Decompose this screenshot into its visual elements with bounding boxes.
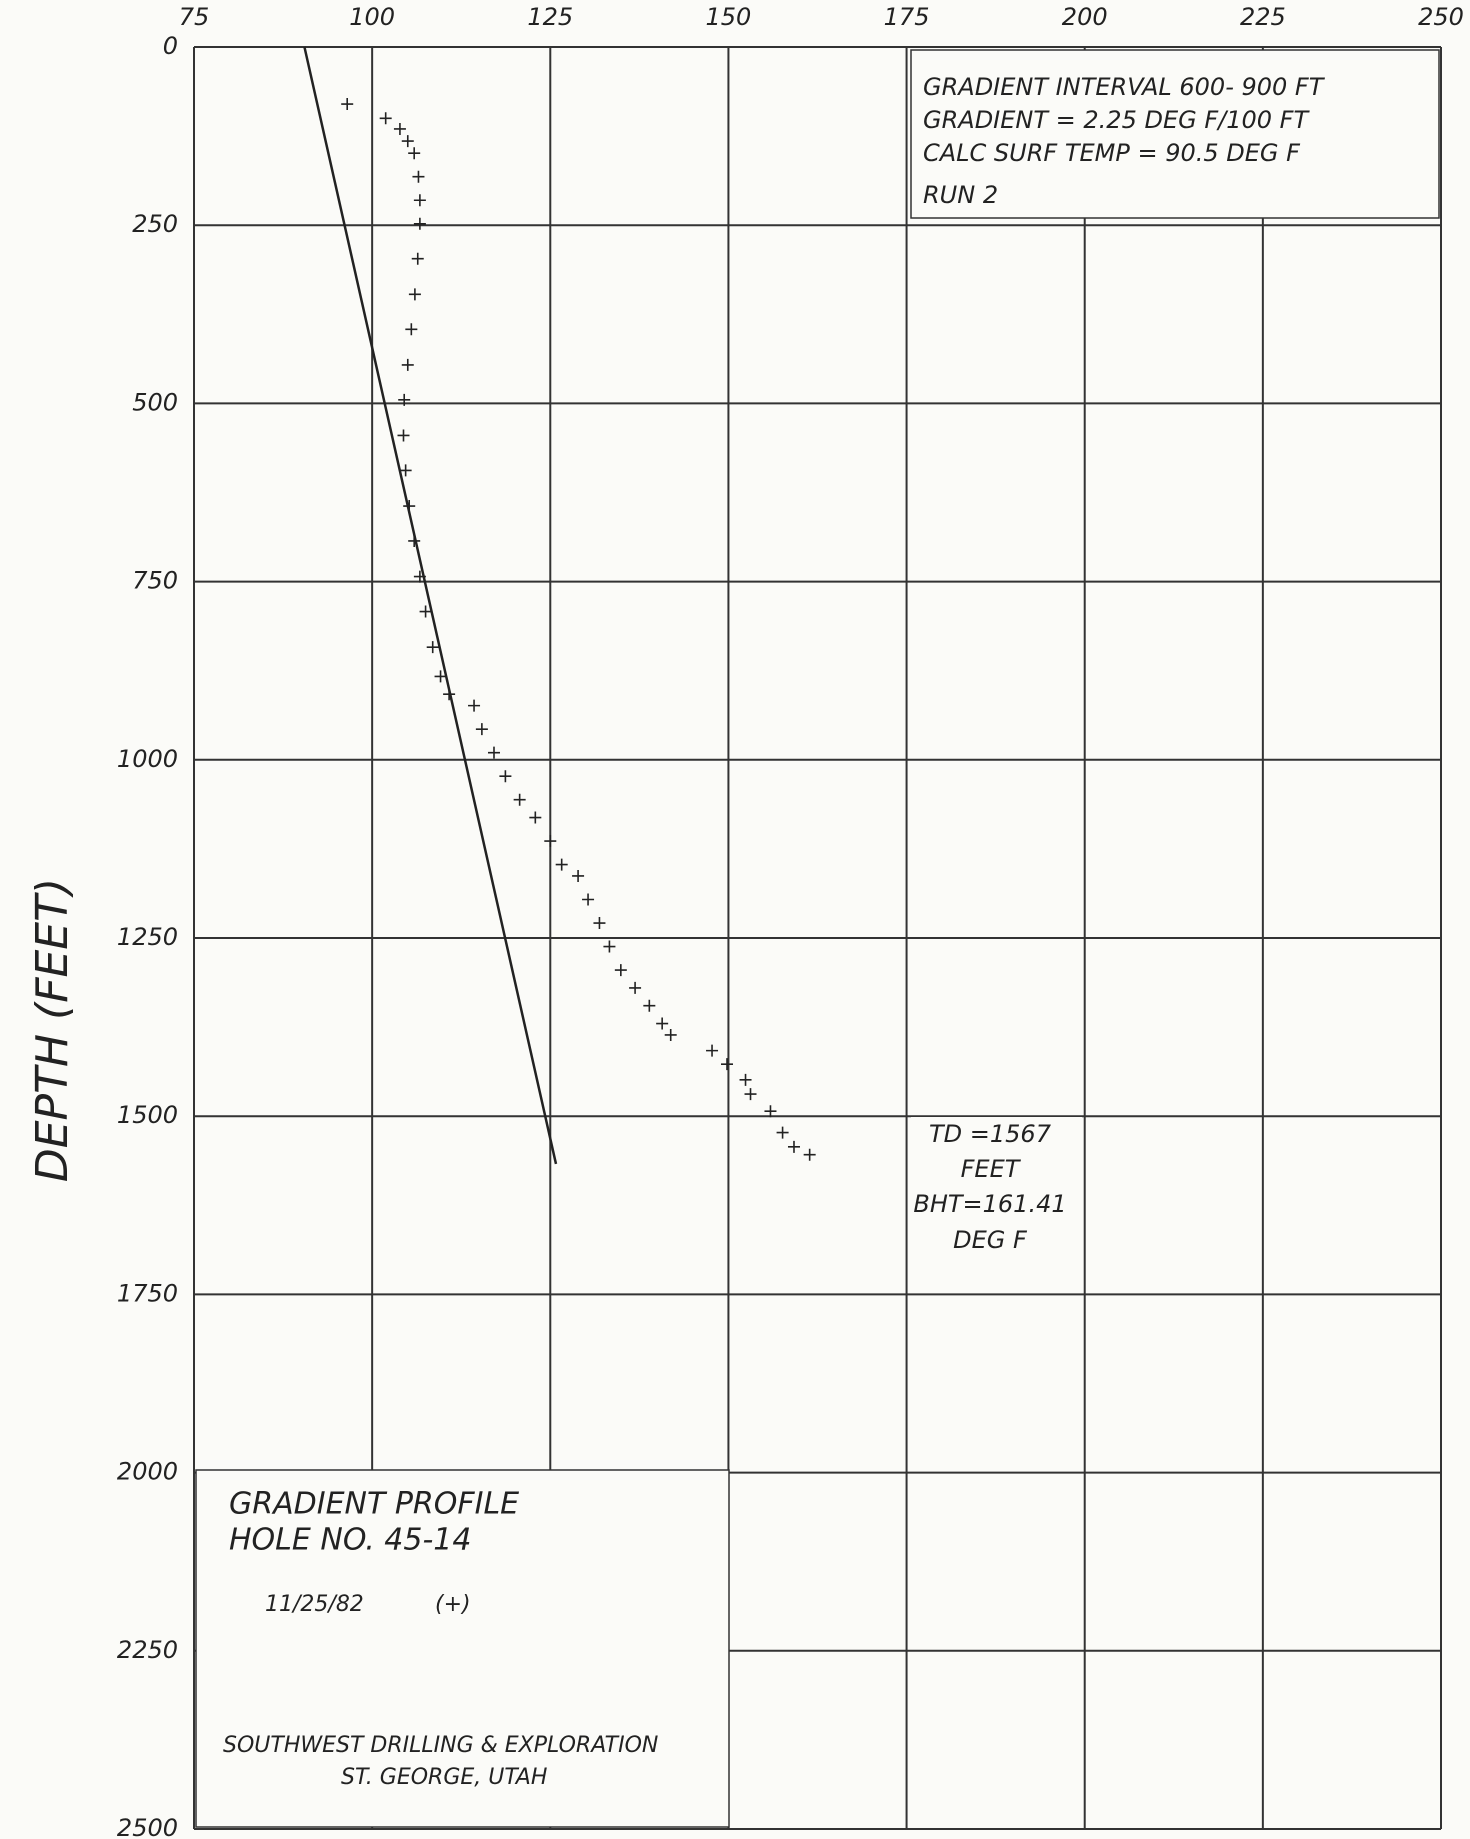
- y-tick-label: 2500: [117, 1814, 178, 1839]
- data-point: [739, 1073, 752, 1086]
- data-point: [475, 723, 488, 736]
- data-point: [399, 464, 412, 477]
- y-axis-label: DEPTH (FEET): [27, 878, 78, 1182]
- gradient-line: [303, 46, 558, 1165]
- annotation: GRADIENT = 2.25 DEG F/100 FT: [923, 106, 1310, 134]
- data-point: [341, 98, 354, 111]
- data-point: [643, 999, 656, 1012]
- data-point: [629, 981, 642, 994]
- data-point: [412, 170, 425, 183]
- data-point: [379, 112, 392, 125]
- annotation: FEET: [961, 1155, 1022, 1183]
- y-tick-label: 1500: [117, 1101, 178, 1129]
- data-point: [529, 811, 542, 824]
- title-box: [195, 1469, 730, 1828]
- data-point: [513, 793, 526, 806]
- annotation: BHT=161.41: [913, 1190, 1066, 1218]
- y-tick-label: 250: [132, 210, 178, 238]
- data-point: [787, 1140, 800, 1153]
- data-point: [603, 940, 616, 953]
- annotation: CALC SURF TEMP = 90.5 DEG F: [923, 139, 1301, 167]
- data-point: [656, 1017, 669, 1030]
- x-tick-label: 100: [349, 3, 395, 31]
- data-point: [487, 746, 500, 759]
- data-point: [614, 964, 627, 977]
- data-point: [434, 670, 447, 683]
- data-point: [401, 358, 414, 371]
- title: GRADIENT PROFILE: [229, 1487, 519, 1522]
- company: SOUTHWEST DRILLING & EXPLORATION: [223, 1733, 658, 1758]
- annotation: TD =1567: [929, 1120, 1052, 1148]
- gradient-box: [910, 49, 1440, 219]
- data-point: [426, 641, 439, 654]
- date: 11/25/82: [265, 1592, 364, 1617]
- data-point: [582, 893, 595, 906]
- td-box: [911, 1117, 1082, 1276]
- data-point: [443, 688, 456, 701]
- data-point: [706, 1044, 719, 1057]
- y-tick-label: 1000: [117, 745, 178, 773]
- x-tick-label: 150: [706, 3, 752, 31]
- data-point: [408, 534, 421, 547]
- data-point: [413, 570, 426, 583]
- data-point: [411, 252, 424, 265]
- y-tick-label: 1750: [117, 1279, 178, 1307]
- y-tick-label: 2000: [117, 1458, 178, 1486]
- data-point: [776, 1126, 789, 1139]
- data-point: [401, 135, 414, 148]
- data-point: [397, 429, 410, 442]
- x-tick-label: 200: [1062, 3, 1108, 31]
- symbol-note: (+): [435, 1592, 471, 1617]
- data-point: [544, 835, 557, 848]
- annotation: GRADIENT INTERVAL 600- 900 FT: [923, 73, 1326, 101]
- data-point: [419, 605, 432, 618]
- data-point: [764, 1105, 777, 1118]
- data-point: [744, 1088, 757, 1101]
- data-point: [413, 194, 426, 207]
- y-tick-label: 750: [132, 567, 178, 595]
- x-tick-label: 175: [884, 3, 930, 31]
- data-point: [413, 217, 426, 230]
- data-point: [408, 147, 421, 160]
- data-point: [393, 122, 406, 135]
- annotation: RUN 2: [923, 181, 998, 209]
- data-point: [398, 393, 411, 406]
- y-tick-label: 1250: [117, 923, 178, 951]
- data-point: [664, 1028, 677, 1041]
- data-point: [572, 869, 585, 882]
- y-tick-label: 500: [132, 388, 178, 416]
- x-tick-label: 250: [1418, 3, 1464, 31]
- data-point: [593, 917, 606, 930]
- data-point: [468, 699, 481, 712]
- y-tick-label: 2250: [117, 1636, 178, 1664]
- annotation: DEG F: [953, 1226, 1028, 1254]
- y-tick-label: 0: [163, 32, 178, 60]
- data-point: [403, 500, 416, 513]
- x-tick-label: 225: [1240, 3, 1286, 31]
- x-tick-label: 125: [527, 3, 573, 31]
- location: ST. GEORGE, UTAH: [341, 1765, 547, 1790]
- data-point: [499, 770, 512, 783]
- data-point: [555, 858, 568, 871]
- data-point: [721, 1058, 734, 1071]
- subtitle: HOLE NO. 45-14: [229, 1523, 471, 1558]
- data-point: [405, 323, 418, 336]
- data-point: [408, 288, 421, 301]
- data-point: [803, 1148, 816, 1161]
- x-tick-label: 75: [179, 3, 210, 31]
